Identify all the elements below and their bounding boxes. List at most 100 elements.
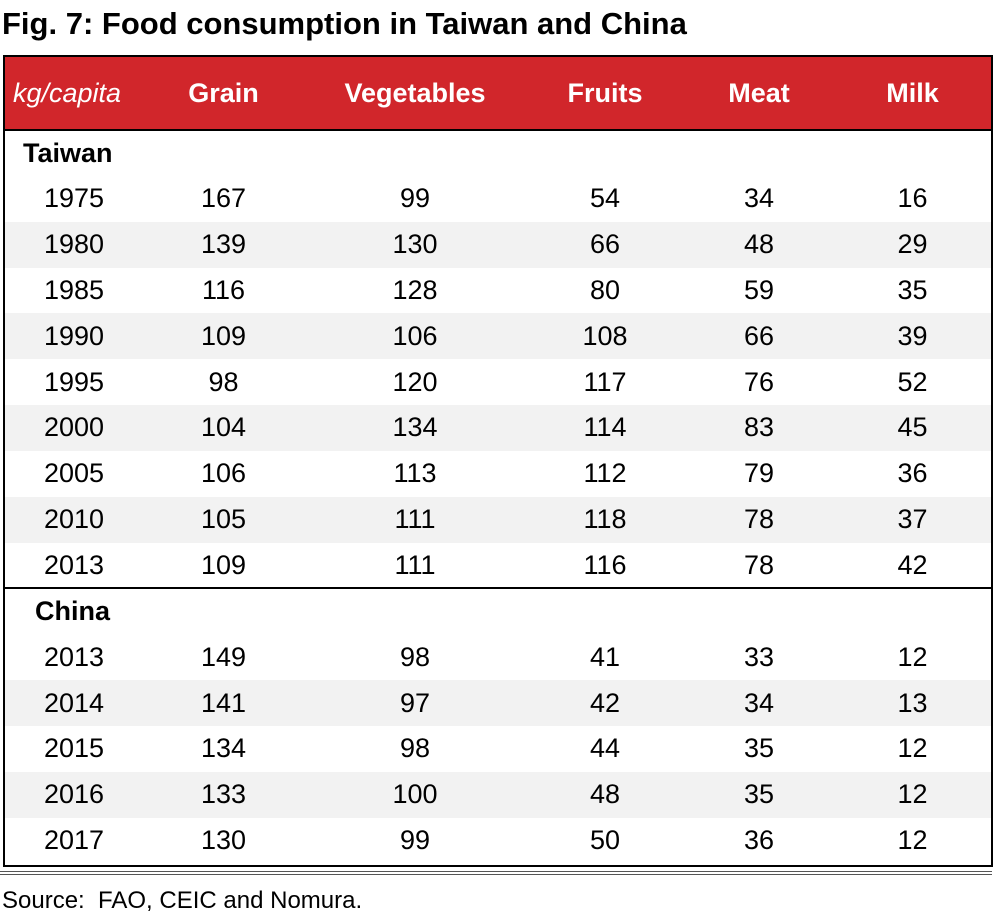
column-header-vegetables: Vegetables: [344, 77, 486, 108]
cell-vegetables: 128: [392, 274, 438, 305]
cell-grain: 109: [200, 549, 247, 580]
cell-grain: 167: [200, 183, 247, 214]
table-frame: kg/capita Grain Vegetables Fruits Meat M…: [3, 55, 993, 867]
cell-meat: 34: [743, 687, 775, 718]
table-row: 2015 134 98 44 35 12: [5, 726, 991, 772]
cell-year: 1990: [43, 320, 105, 351]
cell-meat: 59: [743, 274, 775, 305]
table-row: 1980 139 130 66 48 29: [5, 221, 991, 268]
cell-fruits: 112: [583, 458, 627, 489]
cell-year: 1995: [43, 366, 105, 397]
cell-meat: 36: [743, 825, 775, 856]
column-header-meat: Meat: [728, 77, 790, 108]
cell-milk: 39: [897, 320, 928, 351]
group-row-taiwan: Taiwan: [5, 130, 991, 176]
cell-year: 2010: [43, 504, 105, 535]
cell-grain: 133: [200, 779, 247, 810]
column-header-grain: Grain: [188, 77, 259, 108]
cell-year: 1980: [43, 229, 105, 260]
cell-fruits: 41: [589, 641, 621, 672]
group-label: Taiwan: [23, 137, 113, 168]
cell-meat: 48: [743, 229, 775, 260]
cell-grain: 130: [200, 825, 247, 856]
cell-fruits: 54: [589, 183, 621, 214]
cell-fruits: 114: [583, 412, 627, 443]
header-row: kg/capita Grain Vegetables Fruits Meat M…: [5, 57, 991, 130]
cell-vegetables: 120: [392, 366, 438, 397]
cell-year: 2005: [43, 458, 105, 489]
cell-vegetables: 111: [394, 549, 436, 580]
group-label: China: [5, 587, 991, 635]
cell-milk: 29: [897, 229, 928, 260]
cell-milk: 35: [897, 274, 928, 305]
cell-fruits: 117: [583, 366, 627, 397]
table-row: 2016 133 100 48 35 12: [5, 771, 991, 818]
table-row: 2014 141 97 42 34 13: [5, 680, 991, 726]
table-row: 1990 109 106 108 66 39: [5, 313, 991, 360]
source-note: Source: FAO, CEIC and Nomura.: [2, 887, 363, 914]
cell-fruits: 44: [589, 733, 621, 764]
cell-meat: 78: [743, 504, 775, 535]
cell-vegetables: 113: [393, 458, 437, 489]
footer-divider-bottom: [0, 874, 992, 875]
cell-milk: 16: [897, 183, 928, 214]
cell-meat: 66: [743, 320, 775, 351]
cell-vegetables: 98: [399, 641, 431, 672]
cell-grain: 116: [201, 274, 246, 305]
cell-year: 1985: [43, 274, 105, 305]
food-consumption-table: kg/capita Grain Vegetables Fruits Meat M…: [5, 57, 991, 864]
cell-milk: 12: [897, 825, 928, 856]
cell-milk: 42: [897, 549, 928, 580]
cell-fruits: 116: [583, 549, 627, 580]
cell-meat: 35: [743, 733, 775, 764]
figure-title: Fig. 7: Food consumption in Taiwan and C…: [2, 6, 687, 41]
footer-divider-top: [0, 871, 992, 872]
cell-milk: 45: [897, 412, 928, 443]
table-row: 1995 98 120 117 76 52: [5, 359, 991, 405]
table-row: 2013 149 98 41 33 12: [5, 634, 991, 680]
cell-milk: 12: [897, 733, 928, 764]
cell-vegetables: 130: [392, 229, 438, 260]
cell-meat: 34: [743, 183, 775, 214]
cell-year: 2013: [43, 549, 105, 580]
cell-year: 1975: [43, 183, 105, 214]
cell-fruits: 50: [589, 825, 621, 856]
table-row: 1975 167 99 54 34 16: [5, 176, 991, 222]
cell-year: 2016: [43, 779, 105, 810]
cell-milk: 52: [897, 366, 928, 397]
cell-grain: 106: [200, 458, 247, 489]
cell-milk: 12: [897, 641, 928, 672]
cell-fruits: 48: [589, 779, 621, 810]
cell-grain: 105: [200, 504, 247, 535]
cell-fruits: 66: [589, 229, 621, 260]
table-header: kg/capita Grain Vegetables Fruits Meat M…: [5, 57, 991, 130]
column-header-milk: Milk: [886, 77, 939, 108]
cell-milk: 37: [897, 504, 928, 535]
table-row: 2010 105 111 118 78 37: [5, 496, 991, 543]
cell-year: 2013: [43, 641, 105, 672]
column-header-fruits: Fruits: [567, 77, 643, 108]
cell-fruits: 108: [582, 320, 628, 351]
cell-fruits: 118: [583, 504, 627, 535]
cell-meat: 33: [743, 641, 775, 672]
cell-fruits: 42: [589, 687, 621, 718]
cell-vegetables: 98: [399, 733, 431, 764]
column-header-unit: kg/capita: [13, 77, 122, 108]
cell-vegetables: 99: [399, 825, 431, 856]
table-row: 2005 106 113 112 79 36: [5, 451, 991, 497]
cell-milk: 36: [897, 458, 928, 489]
cell-milk: 13: [897, 687, 928, 718]
cell-meat: 83: [743, 412, 775, 443]
table-row: 1985 116 128 80 59 35: [5, 268, 991, 314]
cell-vegetables: 97: [399, 687, 431, 718]
cell-vegetables: 100: [392, 779, 438, 810]
cell-meat: 79: [743, 458, 775, 489]
table-row: 2000 104 134 114 83 45: [5, 405, 991, 451]
cell-grain: 104: [200, 412, 247, 443]
cell-meat: 78: [743, 549, 775, 580]
cell-meat: 35: [743, 779, 775, 810]
cell-year: 2014: [43, 687, 105, 718]
cell-grain: 109: [200, 320, 247, 351]
cell-grain: 141: [200, 687, 247, 718]
cell-year: 2000: [43, 412, 105, 443]
